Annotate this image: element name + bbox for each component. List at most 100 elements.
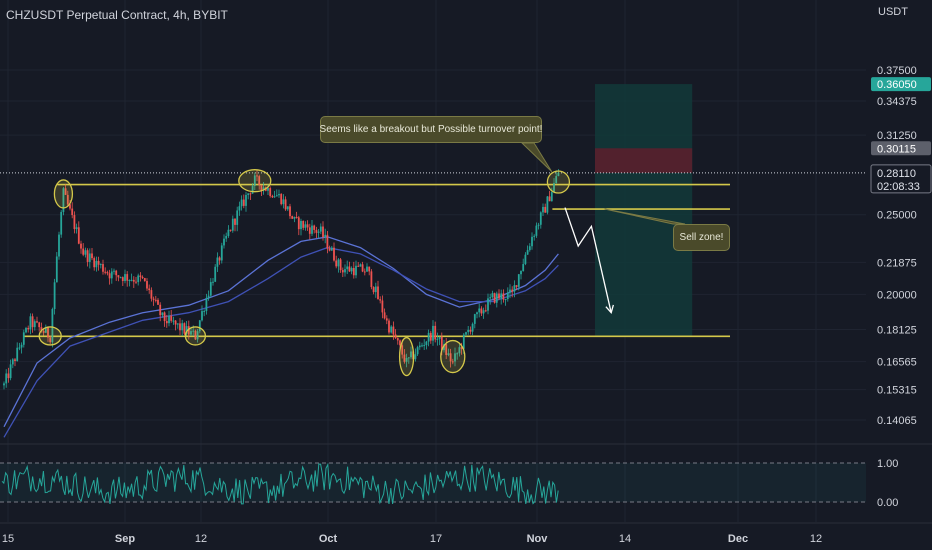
candle-115	[256, 170, 258, 182]
candle-101	[225, 232, 228, 242]
candle-171	[379, 296, 382, 304]
candle-47	[106, 270, 109, 276]
candle-63	[141, 275, 144, 279]
candle-110	[245, 191, 247, 212]
candle-159	[352, 261, 355, 279]
candle-175	[388, 318, 390, 335]
y-tick-9: 0.14065	[877, 415, 917, 427]
candle-53	[119, 276, 122, 279]
candle-190	[421, 342, 423, 348]
candle-187	[414, 348, 417, 362]
candlesticks	[3, 169, 560, 390]
candle-134	[297, 215, 300, 236]
candle-198	[438, 336, 441, 346]
horizontal-levels	[24, 183, 730, 338]
candle-184	[407, 357, 410, 364]
candle-217	[480, 306, 483, 316]
candle-21	[49, 335, 52, 344]
rsi-band	[0, 463, 866, 502]
candle-52	[117, 275, 120, 282]
candle-65	[146, 278, 148, 291]
x-tick-7: Dec	[728, 533, 748, 545]
candle-33	[75, 223, 78, 234]
y-tick-7: 0.16565	[877, 357, 917, 369]
candle-158	[350, 266, 353, 275]
annotation-breakout[interactable]: Seems like a breakout but Possible turno…	[320, 116, 542, 143]
projection-arrow	[564, 207, 614, 314]
candle-26	[60, 210, 63, 238]
candle-196	[434, 321, 437, 343]
candle-99	[220, 242, 223, 264]
candle-23	[53, 278, 56, 315]
candle-95	[212, 278, 214, 286]
candle-64	[143, 277, 146, 282]
candle-30	[69, 199, 71, 211]
y-tick-2: 0.31250	[877, 130, 917, 142]
rsi-tick-upper: 1.00	[877, 458, 898, 470]
candle-166	[368, 266, 371, 276]
candle-240	[531, 232, 533, 250]
price-label-1: 0.30115	[877, 143, 916, 155]
candle-154	[341, 267, 344, 278]
candle-35	[80, 240, 82, 254]
candle-172	[381, 295, 384, 319]
candle-211	[467, 325, 470, 335]
candle-91	[203, 309, 206, 317]
candle-54	[121, 276, 124, 286]
candle-114	[253, 172, 256, 190]
candle-71	[159, 302, 162, 322]
candle-221	[489, 293, 492, 305]
candle-145	[322, 221, 324, 241]
candle-105	[234, 218, 236, 232]
candle-157	[348, 261, 351, 273]
candle-24	[55, 252, 58, 283]
candle-8	[20, 342, 23, 354]
candle-233	[515, 285, 518, 290]
candle-40	[91, 247, 93, 261]
candle-61	[137, 273, 140, 286]
candle-224	[495, 291, 498, 308]
candle-182	[403, 349, 406, 364]
candle-236	[522, 258, 525, 272]
candle-165	[366, 263, 368, 272]
candle-153	[339, 257, 342, 273]
candle-161	[357, 262, 360, 267]
candle-106	[236, 206, 239, 232]
circled-point-2	[184, 326, 207, 346]
candle-39	[88, 248, 91, 269]
x-tick-1: Sep	[115, 533, 135, 545]
candle-246	[544, 203, 547, 213]
price-label-0: 0.36050	[877, 79, 917, 91]
candle-148	[328, 245, 331, 252]
candle-228	[504, 298, 507, 306]
candle-62	[139, 272, 142, 282]
candle-68	[152, 296, 155, 306]
candle-205	[454, 347, 456, 367]
candle-173	[383, 308, 386, 320]
circled-point-3	[238, 169, 272, 193]
candle-27	[62, 186, 65, 216]
candle-15	[36, 316, 38, 324]
rsi-line	[1, 462, 559, 505]
candle-57	[128, 279, 131, 287]
candle-96	[214, 264, 217, 283]
candle-126	[280, 193, 283, 206]
candle-197	[436, 332, 439, 346]
candle-70	[157, 298, 159, 306]
candle-128	[284, 196, 287, 211]
annotation-pointer-0	[520, 142, 553, 173]
x-tick-3: Oct	[319, 533, 338, 545]
candle-163	[361, 261, 364, 273]
candle-88	[196, 329, 199, 343]
candle-20	[47, 326, 49, 342]
x-tick-0: 15	[2, 533, 14, 545]
candle-229	[506, 287, 509, 302]
ma-line-1	[3, 246, 559, 438]
annotation-sell-zone[interactable]: Sell zone!	[673, 224, 730, 251]
price-axis[interactable]: 0.37500 0.34375 0.31250 0.25000 0.21875 0.200…	[870, 65, 932, 509]
candle-36	[82, 243, 85, 257]
projection-path	[564, 207, 612, 313]
time-axis[interactable]: 15 Sep 12 Oct 17 Nov 14 Dec 12	[0, 522, 932, 545]
candle-6	[16, 342, 19, 362]
